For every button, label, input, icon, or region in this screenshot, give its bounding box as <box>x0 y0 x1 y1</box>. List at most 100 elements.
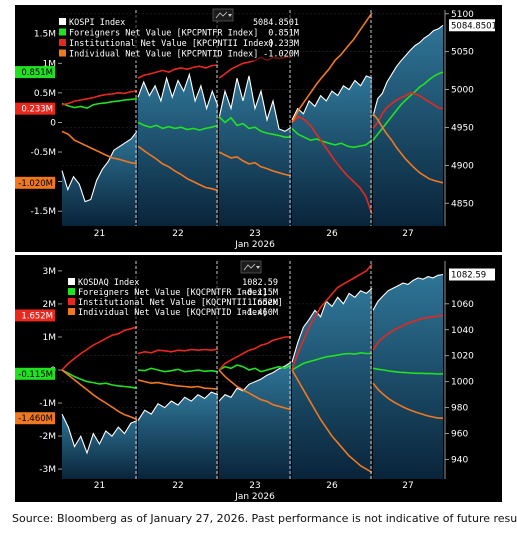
foreign-net-line <box>218 115 291 138</box>
foreign-net-line <box>372 71 444 141</box>
legend-swatch <box>59 39 66 46</box>
institutional-net-line <box>291 263 373 371</box>
index-line <box>218 75 292 132</box>
individual-net-line <box>61 369 138 421</box>
legend-value: 0.851M <box>268 29 299 39</box>
legend-value: -1.020M <box>263 50 299 60</box>
foreign-net-line <box>61 369 138 389</box>
index-line <box>372 24 444 117</box>
individual-net-line <box>291 369 373 474</box>
legend-swatch <box>68 278 75 285</box>
x-axis-day-label: 26 <box>326 229 338 239</box>
individual-net-line <box>218 369 292 411</box>
kospi-chart-panel: 5100 5050 5000 4950 4900 4850 1.5M 1M 0.5M 0 -0.5M… <box>15 5 502 252</box>
legend-value: -0.115M <box>242 288 278 298</box>
institutional-net-line <box>61 326 138 371</box>
index-line <box>61 130 138 203</box>
left-axis-tick-label: 1M <box>43 333 57 343</box>
index-area <box>62 414 137 479</box>
legend-swatch <box>59 28 66 36</box>
index-area <box>292 75 372 227</box>
index-last-value-text: 5084.8501 <box>451 21 497 31</box>
legend-value: 5084.8501 <box>253 18 299 28</box>
left-axis-tick-label: -1.5M <box>31 207 56 217</box>
legend-swatch <box>59 18 66 25</box>
index-last-value-text: 1082.59 <box>451 271 486 281</box>
x-axis-day-label: 27 <box>402 481 413 491</box>
foreign-net-line <box>218 364 292 373</box>
index-line <box>372 273 444 311</box>
institutional-net-line <box>137 64 219 79</box>
kosdaq-chart-panel: 10601040102010009809609403M2M1M0-1M-2M-3… <box>15 255 502 502</box>
left-axis-tick-label: 0 <box>50 118 56 128</box>
legend-box <box>65 275 283 319</box>
right-axis-tick-label: 4850 <box>451 199 474 209</box>
legend-label: Individual Net Value [KQCPNTID Index] <box>78 308 267 318</box>
right-axis-tick-label: 5050 <box>451 48 474 58</box>
index-area <box>138 74 218 227</box>
legend-value: 0.233M <box>268 39 299 49</box>
right-axis-tick-label: 1060 <box>451 300 474 310</box>
index-line <box>291 287 373 363</box>
foreign-net-line <box>137 121 219 131</box>
institutional-net-line <box>372 91 444 129</box>
individual-net-line <box>137 379 219 390</box>
legend-label: Institutional Net Value [KQCPNTII Index] <box>78 298 283 308</box>
index-line <box>218 361 292 402</box>
x-axis-day-label: 21 <box>94 481 105 491</box>
kosdaq-chart: 10601040102010009809609403M2M1M0-1M-2M-3… <box>15 260 495 502</box>
right-axis-tick-label: 1040 <box>451 326 474 336</box>
x-axis-day-label: 21 <box>94 229 105 239</box>
legend-swatch <box>68 308 75 315</box>
left-axis-tick-label: 2M <box>43 300 57 310</box>
foreign-net-line <box>137 367 219 373</box>
foreign-last-value-text: -0.115M <box>18 370 53 380</box>
institutional-net-line <box>372 314 444 351</box>
x-axis-month-label: Jan 2026 <box>234 492 275 502</box>
index-line <box>137 391 219 421</box>
index-line <box>61 413 138 455</box>
legend-label: Institutional Net Value [KPCPNTII Index] <box>69 39 274 49</box>
zoom-chart-icon <box>215 11 228 19</box>
left-axis-tick-label: -3M <box>39 465 56 475</box>
zoom-chevron-down-icon <box>256 266 260 269</box>
right-axis-tick-label: 1020 <box>451 352 474 362</box>
individual-net-line <box>61 130 138 165</box>
zoom-chevron-down-icon <box>228 14 232 17</box>
index-area <box>62 131 137 226</box>
individual-net-line <box>137 145 219 192</box>
x-axis-day-label: 23 <box>249 481 260 491</box>
left-axis-tick-label: -0.5M <box>31 148 56 158</box>
individual-last-value-tag <box>15 412 55 425</box>
left-axis-tick-label: 1.5M <box>34 30 56 40</box>
x-axis-day-label: 23 <box>249 229 260 239</box>
index-area <box>219 75 291 227</box>
legend-label: Individual Net Value [KPCPNTID Index] <box>69 50 258 60</box>
legend-box <box>56 15 304 61</box>
source-note: Source: Bloomberg as of January 27, 2026… <box>12 512 517 525</box>
individual-net-line <box>218 151 292 177</box>
x-axis-day-label: 22 <box>172 229 183 239</box>
foreign-net-line <box>372 367 444 375</box>
institutional-last-value-tag <box>15 309 55 322</box>
x-axis-day-label: 27 <box>402 229 413 239</box>
index-area <box>138 392 218 479</box>
individual-net-line <box>372 113 444 184</box>
index-last-value-tag <box>449 268 495 281</box>
left-axis-tick-label: -1M <box>39 399 56 409</box>
individual-net-line <box>372 382 444 419</box>
right-axis-tick-label: 980 <box>451 404 468 414</box>
right-axis-tick-label: 5100 <box>451 10 474 20</box>
index-line <box>137 72 219 111</box>
index-area <box>292 288 372 479</box>
zoom-control <box>212 8 234 22</box>
left-axis-tick-label: 1M <box>43 59 57 69</box>
individual-last-value-text: -1.460M <box>18 414 53 424</box>
legend-value: 1082.59 <box>242 278 278 288</box>
legend-value: 1.652M <box>247 298 278 308</box>
foreign-last-value-tag <box>15 367 55 380</box>
legend-label: Foreigners Net Value [KPCPNTFR Index] <box>69 29 258 39</box>
institutional-net-line <box>291 115 373 215</box>
right-axis-tick-label: 1000 <box>451 378 474 388</box>
index-area <box>373 274 443 479</box>
